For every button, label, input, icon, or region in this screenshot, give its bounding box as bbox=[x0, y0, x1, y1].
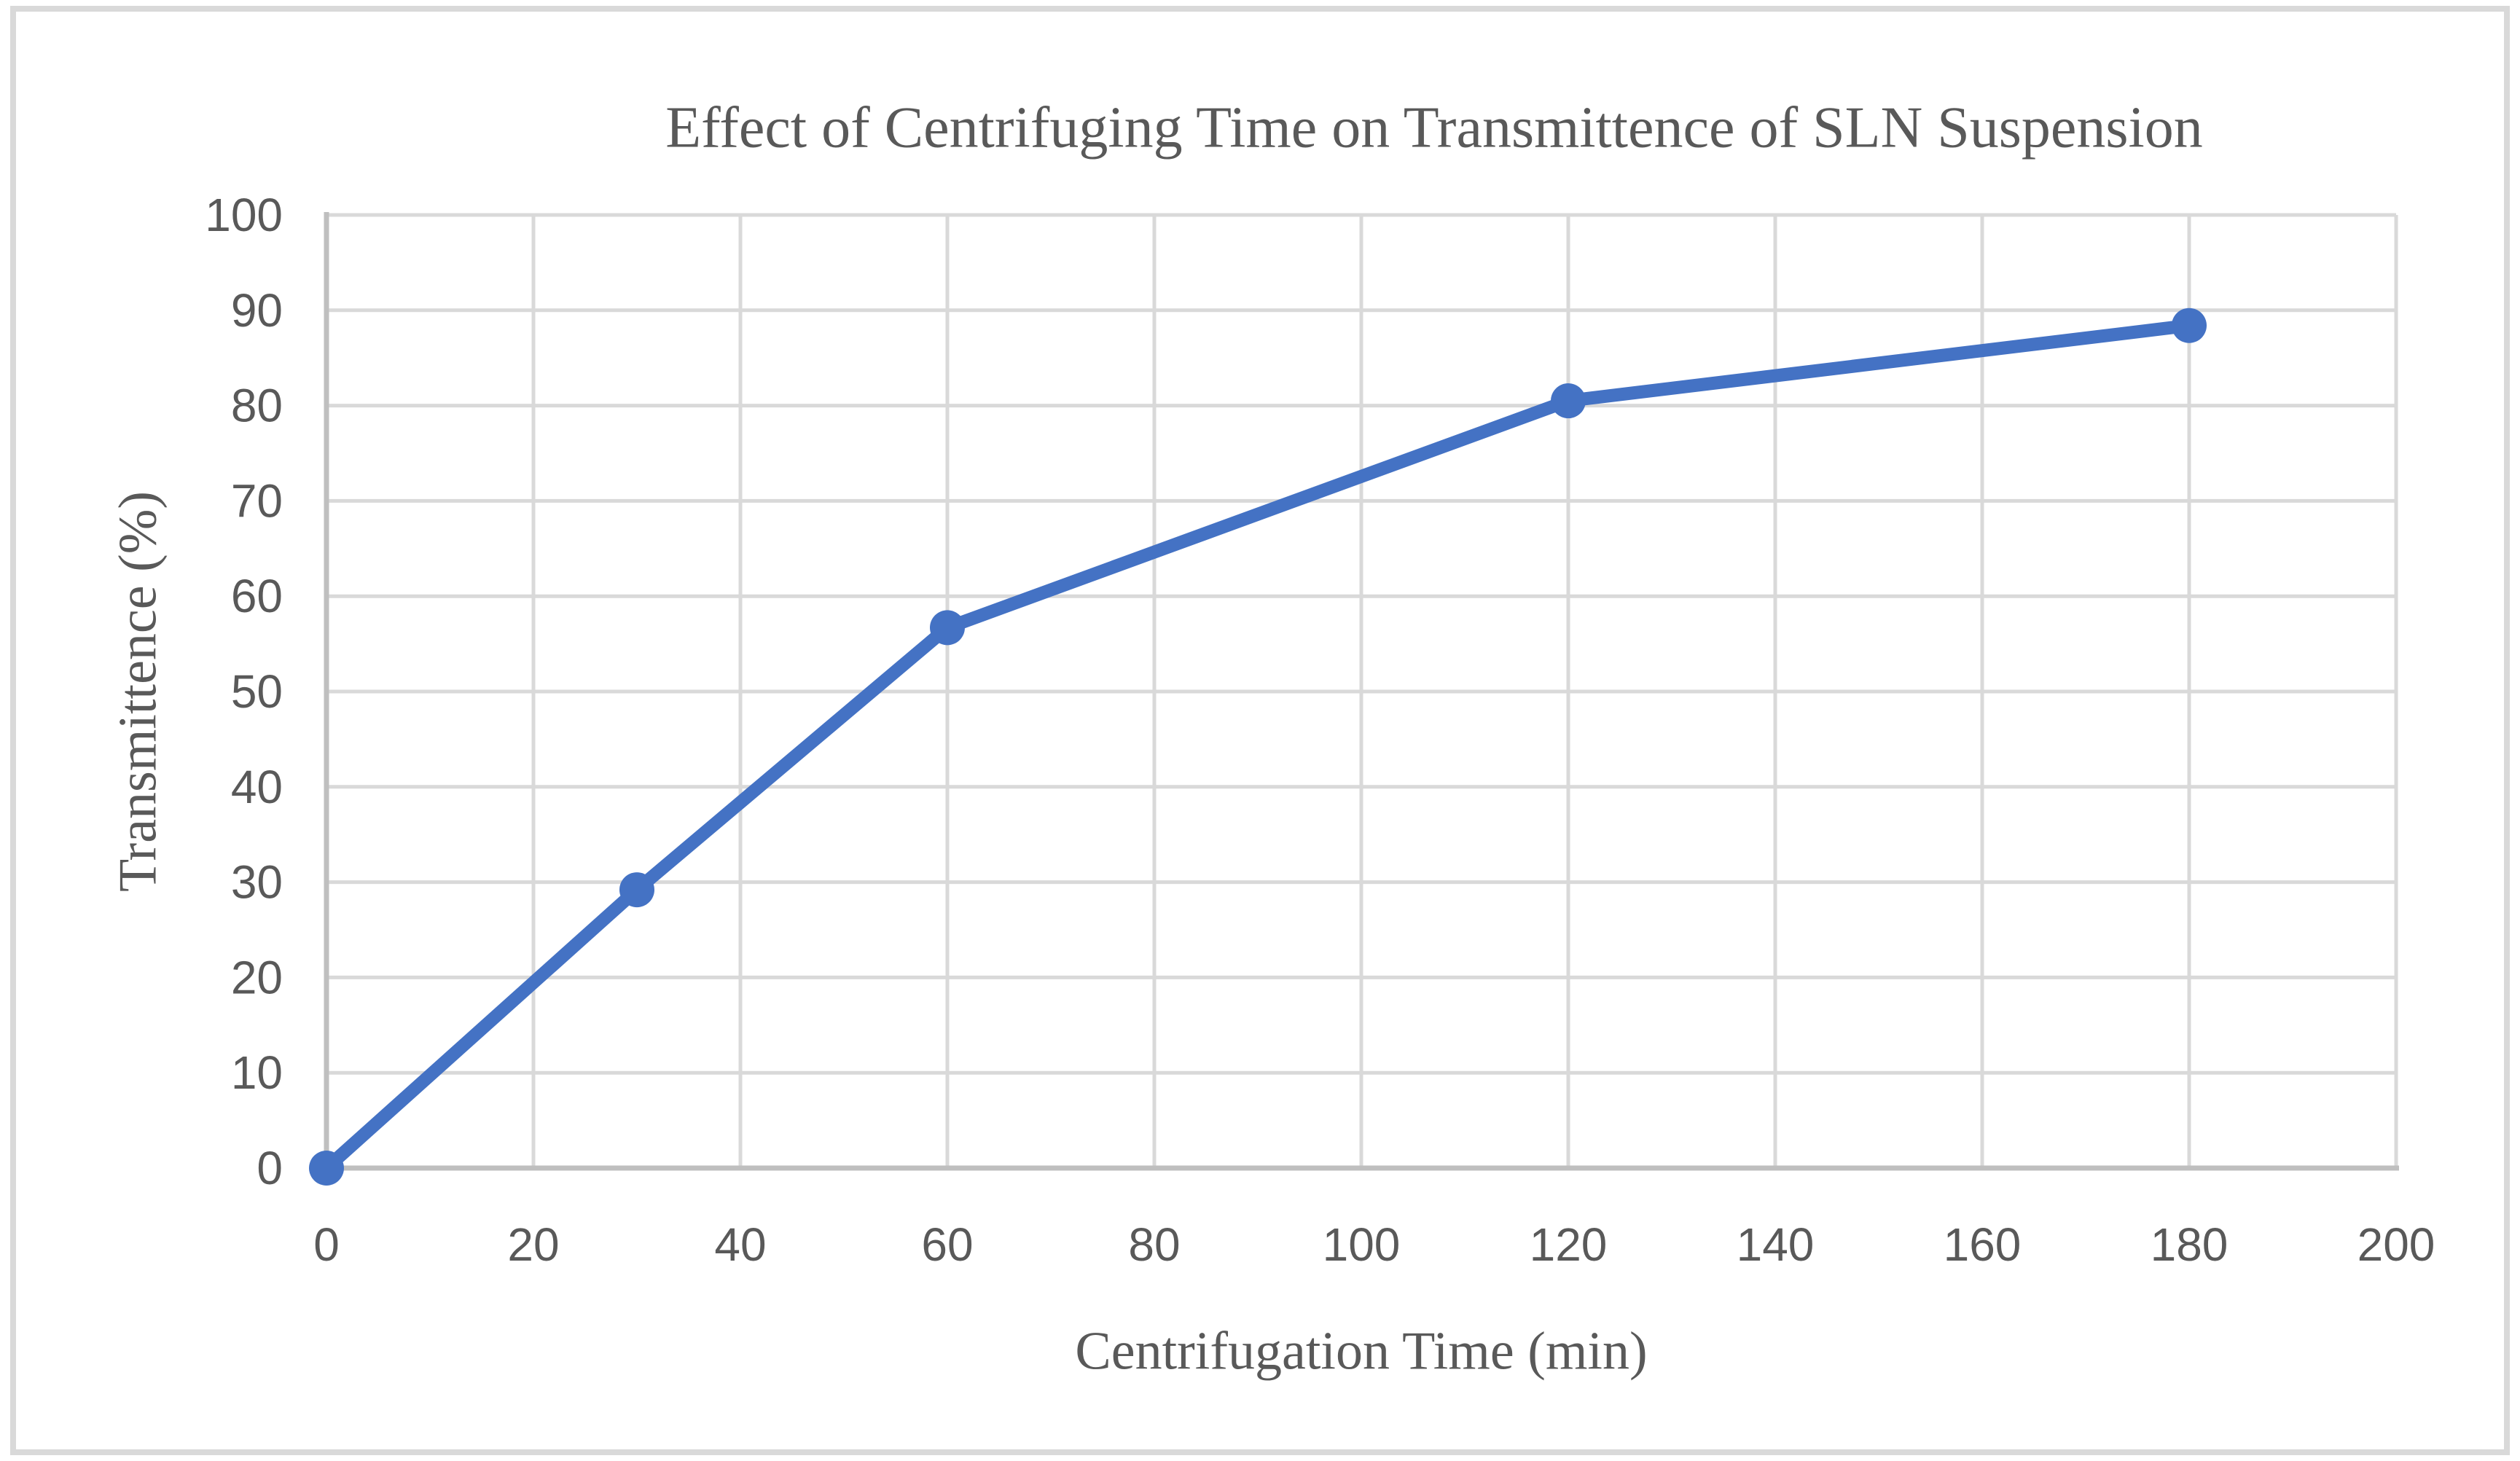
x-tick-label: 120 bbox=[1530, 1218, 1608, 1271]
data-point-marker bbox=[930, 610, 965, 646]
chart-title: Effect of Centrifuging Time on Transmitt… bbox=[665, 95, 2203, 160]
series-line bbox=[320, 318, 2196, 1175]
x-tick-label: 60 bbox=[921, 1218, 973, 1271]
y-tick-label: 70 bbox=[231, 474, 283, 527]
x-tick-label: 160 bbox=[1944, 1218, 2022, 1271]
y-axis-title: Transmittence (%) bbox=[108, 490, 168, 893]
y-tick-label: 60 bbox=[231, 570, 283, 622]
x-tick-label: 20 bbox=[507, 1218, 559, 1271]
data-point-marker bbox=[1551, 383, 1586, 419]
y-tick-label: 80 bbox=[231, 380, 283, 432]
y-tick-label: 40 bbox=[231, 761, 283, 813]
data-point-marker bbox=[309, 1151, 344, 1186]
y-tick-label: 30 bbox=[231, 856, 283, 909]
y-tick-label: 20 bbox=[231, 951, 283, 1003]
y-tick-label: 10 bbox=[231, 1046, 283, 1099]
x-axis-title: Centrifugation Time (min) bbox=[1075, 1321, 1648, 1382]
x-tick-label: 40 bbox=[714, 1218, 766, 1271]
y-tick-label: 0 bbox=[257, 1142, 283, 1194]
x-tick-label: 0 bbox=[313, 1218, 340, 1271]
x-tick-label: 140 bbox=[1737, 1218, 1815, 1271]
x-tick-label: 100 bbox=[1323, 1218, 1401, 1271]
y-tick-label: 50 bbox=[231, 665, 283, 718]
y-tick-label: 100 bbox=[205, 189, 283, 241]
x-tick-label: 80 bbox=[1128, 1218, 1180, 1271]
data-point-marker bbox=[2172, 308, 2207, 343]
x-tick-label: 180 bbox=[2151, 1218, 2229, 1271]
y-tick-label: 90 bbox=[231, 284, 283, 337]
x-tick-label: 200 bbox=[2357, 1218, 2435, 1271]
data-point-marker bbox=[619, 872, 654, 908]
